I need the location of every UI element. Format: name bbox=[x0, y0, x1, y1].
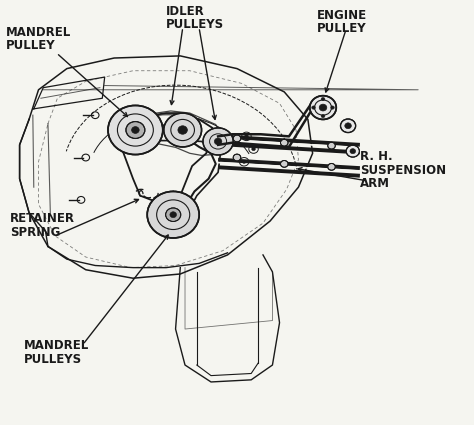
Circle shape bbox=[312, 106, 316, 109]
Circle shape bbox=[214, 138, 222, 145]
Circle shape bbox=[164, 113, 201, 147]
Circle shape bbox=[178, 126, 187, 134]
Circle shape bbox=[108, 105, 163, 155]
Circle shape bbox=[281, 161, 288, 167]
Circle shape bbox=[340, 119, 356, 133]
Circle shape bbox=[233, 154, 241, 161]
Circle shape bbox=[346, 145, 359, 157]
Circle shape bbox=[132, 127, 139, 133]
Text: IDLER
PULLEYS: IDLER PULLEYS bbox=[166, 5, 224, 31]
Circle shape bbox=[233, 135, 241, 142]
Circle shape bbox=[328, 142, 335, 149]
Circle shape bbox=[252, 147, 255, 151]
Circle shape bbox=[147, 191, 199, 238]
Circle shape bbox=[245, 135, 248, 138]
Text: R. H.
SUSPENSION
ARM: R. H. SUSPENSION ARM bbox=[360, 150, 446, 190]
Circle shape bbox=[345, 123, 351, 129]
Text: MANDREL
PULLEYS: MANDREL PULLEYS bbox=[24, 339, 90, 366]
Circle shape bbox=[321, 114, 325, 118]
Circle shape bbox=[328, 164, 335, 170]
Circle shape bbox=[310, 96, 336, 119]
Circle shape bbox=[126, 122, 145, 139]
Circle shape bbox=[165, 208, 181, 221]
Circle shape bbox=[170, 212, 176, 218]
Circle shape bbox=[321, 97, 325, 101]
Circle shape bbox=[350, 149, 356, 154]
Text: RETAINER
SPRING: RETAINER SPRING bbox=[10, 212, 75, 238]
Circle shape bbox=[203, 128, 233, 155]
Text: MANDREL
PULLEY: MANDREL PULLEY bbox=[5, 26, 71, 52]
Circle shape bbox=[281, 139, 288, 146]
Text: ENGINE
PULLEY: ENGINE PULLEY bbox=[318, 9, 367, 35]
Circle shape bbox=[330, 106, 334, 109]
Circle shape bbox=[319, 104, 327, 111]
Circle shape bbox=[242, 160, 246, 164]
